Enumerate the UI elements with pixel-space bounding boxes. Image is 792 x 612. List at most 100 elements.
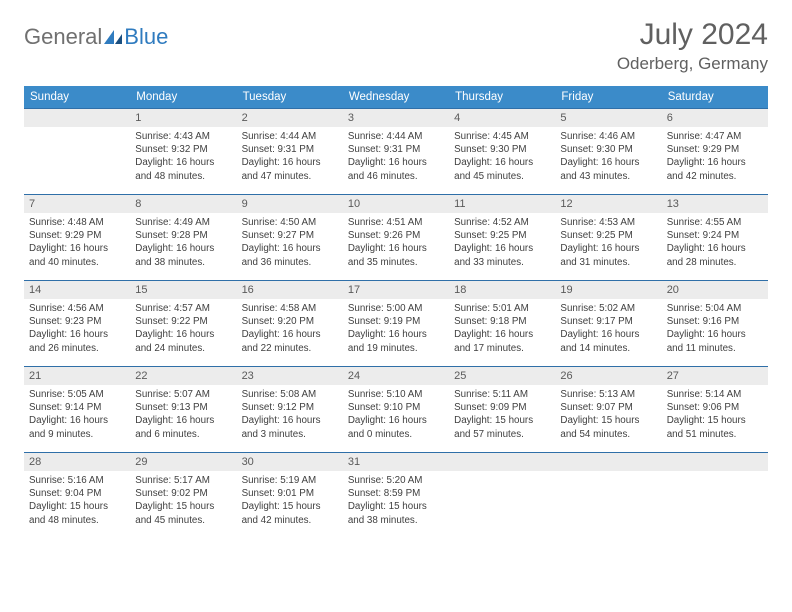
day-ss: Sunset: 9:27 PM — [242, 229, 338, 242]
day-d2: and 9 minutes. — [29, 428, 125, 441]
day-ss: Sunset: 9:29 PM — [667, 143, 763, 156]
day-details — [662, 471, 768, 521]
day-number: 4 — [449, 109, 555, 127]
day-number: 31 — [343, 453, 449, 471]
day-number: 29 — [130, 453, 236, 471]
calendar-day-cell — [449, 453, 555, 539]
day-sr: Sunrise: 4:57 AM — [135, 302, 231, 315]
day-d1: Daylight: 16 hours — [29, 242, 125, 255]
day-ss: Sunset: 8:59 PM — [348, 487, 444, 500]
day-details: Sunrise: 5:14 AMSunset: 9:06 PMDaylight:… — [662, 385, 768, 445]
day-d1: Daylight: 15 hours — [454, 414, 550, 427]
day-ss: Sunset: 9:20 PM — [242, 315, 338, 328]
day-ss: Sunset: 9:22 PM — [135, 315, 231, 328]
calendar-day-cell: 20Sunrise: 5:04 AMSunset: 9:16 PMDayligh… — [662, 281, 768, 367]
day-details: Sunrise: 5:20 AMSunset: 8:59 PMDaylight:… — [343, 471, 449, 531]
day-d2: and 11 minutes. — [667, 342, 763, 355]
day-d2: and 35 minutes. — [348, 256, 444, 269]
day-d1: Daylight: 15 hours — [135, 500, 231, 513]
calendar-day-cell: 16Sunrise: 4:58 AMSunset: 9:20 PMDayligh… — [237, 281, 343, 367]
calendar-day-cell: 11Sunrise: 4:52 AMSunset: 9:25 PMDayligh… — [449, 195, 555, 281]
day-details: Sunrise: 4:45 AMSunset: 9:30 PMDaylight:… — [449, 127, 555, 187]
day-ss: Sunset: 9:25 PM — [454, 229, 550, 242]
day-d1: Daylight: 16 hours — [242, 242, 338, 255]
calendar-day-cell: 3Sunrise: 4:44 AMSunset: 9:31 PMDaylight… — [343, 109, 449, 195]
day-ss: Sunset: 9:32 PM — [135, 143, 231, 156]
day-sr: Sunrise: 5:02 AM — [560, 302, 656, 315]
calendar-day-cell: 14Sunrise: 4:56 AMSunset: 9:23 PMDayligh… — [24, 281, 130, 367]
calendar-day-cell: 8Sunrise: 4:49 AMSunset: 9:28 PMDaylight… — [130, 195, 236, 281]
day-number: 3 — [343, 109, 449, 127]
day-ss: Sunset: 9:18 PM — [454, 315, 550, 328]
day-ss: Sunset: 9:14 PM — [29, 401, 125, 414]
day-details: Sunrise: 5:08 AMSunset: 9:12 PMDaylight:… — [237, 385, 343, 445]
day-details: Sunrise: 5:04 AMSunset: 9:16 PMDaylight:… — [662, 299, 768, 359]
day-d2: and 22 minutes. — [242, 342, 338, 355]
calendar-day-cell: 23Sunrise: 5:08 AMSunset: 9:12 PMDayligh… — [237, 367, 343, 453]
weekday-header: Wednesday — [343, 86, 449, 109]
day-sr: Sunrise: 5:04 AM — [667, 302, 763, 315]
day-details: Sunrise: 4:43 AMSunset: 9:32 PMDaylight:… — [130, 127, 236, 187]
day-details: Sunrise: 5:19 AMSunset: 9:01 PMDaylight:… — [237, 471, 343, 531]
day-sr: Sunrise: 4:56 AM — [29, 302, 125, 315]
day-details — [24, 127, 130, 177]
day-details: Sunrise: 4:48 AMSunset: 9:29 PMDaylight:… — [24, 213, 130, 273]
day-ss: Sunset: 9:04 PM — [29, 487, 125, 500]
day-number: 14 — [24, 281, 130, 299]
day-number: 25 — [449, 367, 555, 385]
calendar-day-cell: 19Sunrise: 5:02 AMSunset: 9:17 PMDayligh… — [555, 281, 661, 367]
calendar-day-cell: 30Sunrise: 5:19 AMSunset: 9:01 PMDayligh… — [237, 453, 343, 539]
day-sr: Sunrise: 4:48 AM — [29, 216, 125, 229]
calendar-day-cell: 5Sunrise: 4:46 AMSunset: 9:30 PMDaylight… — [555, 109, 661, 195]
day-d1: Daylight: 16 hours — [348, 156, 444, 169]
day-d2: and 6 minutes. — [135, 428, 231, 441]
day-number: 12 — [555, 195, 661, 213]
day-number: 1 — [130, 109, 236, 127]
day-sr: Sunrise: 5:17 AM — [135, 474, 231, 487]
day-sr: Sunrise: 4:58 AM — [242, 302, 338, 315]
day-d1: Daylight: 16 hours — [29, 414, 125, 427]
day-ss: Sunset: 9:19 PM — [348, 315, 444, 328]
day-ss: Sunset: 9:30 PM — [454, 143, 550, 156]
day-d2: and 43 minutes. — [560, 170, 656, 183]
calendar-day-cell: 7Sunrise: 4:48 AMSunset: 9:29 PMDaylight… — [24, 195, 130, 281]
day-number: 9 — [237, 195, 343, 213]
day-sr: Sunrise: 5:16 AM — [29, 474, 125, 487]
day-sr: Sunrise: 5:19 AM — [242, 474, 338, 487]
weekday-header: Friday — [555, 86, 661, 109]
brand-word2: Blue — [124, 24, 168, 50]
day-ss: Sunset: 9:31 PM — [242, 143, 338, 156]
day-ss: Sunset: 9:13 PM — [135, 401, 231, 414]
day-number: 22 — [130, 367, 236, 385]
day-details: Sunrise: 5:10 AMSunset: 9:10 PMDaylight:… — [343, 385, 449, 445]
calendar-week: 14Sunrise: 4:56 AMSunset: 9:23 PMDayligh… — [24, 281, 768, 367]
day-d1: Daylight: 16 hours — [135, 156, 231, 169]
day-d2: and 42 minutes. — [667, 170, 763, 183]
day-sr: Sunrise: 5:13 AM — [560, 388, 656, 401]
calendar-week: 7Sunrise: 4:48 AMSunset: 9:29 PMDaylight… — [24, 195, 768, 281]
day-details: Sunrise: 5:01 AMSunset: 9:18 PMDaylight:… — [449, 299, 555, 359]
day-d2: and 48 minutes. — [29, 514, 125, 527]
day-d1: Daylight: 15 hours — [667, 414, 763, 427]
day-d2: and 45 minutes. — [135, 514, 231, 527]
day-ss: Sunset: 9:24 PM — [667, 229, 763, 242]
day-d1: Daylight: 16 hours — [348, 242, 444, 255]
day-d1: Daylight: 16 hours — [560, 242, 656, 255]
day-details: Sunrise: 4:44 AMSunset: 9:31 PMDaylight:… — [343, 127, 449, 187]
day-sr: Sunrise: 5:05 AM — [29, 388, 125, 401]
calendar-week: 28Sunrise: 5:16 AMSunset: 9:04 PMDayligh… — [24, 453, 768, 539]
day-number — [555, 453, 661, 471]
day-d1: Daylight: 16 hours — [135, 328, 231, 341]
calendar-day-cell: 21Sunrise: 5:05 AMSunset: 9:14 PMDayligh… — [24, 367, 130, 453]
day-d2: and 57 minutes. — [454, 428, 550, 441]
calendar-body: 1Sunrise: 4:43 AMSunset: 9:32 PMDaylight… — [24, 109, 768, 539]
calendar-day-cell: 4Sunrise: 4:45 AMSunset: 9:30 PMDaylight… — [449, 109, 555, 195]
calendar-day-cell: 17Sunrise: 5:00 AMSunset: 9:19 PMDayligh… — [343, 281, 449, 367]
weekday-header: Thursday — [449, 86, 555, 109]
day-d1: Daylight: 16 hours — [454, 242, 550, 255]
day-d2: and 51 minutes. — [667, 428, 763, 441]
day-details: Sunrise: 5:16 AMSunset: 9:04 PMDaylight:… — [24, 471, 130, 531]
day-d2: and 3 minutes. — [242, 428, 338, 441]
day-details: Sunrise: 5:11 AMSunset: 9:09 PMDaylight:… — [449, 385, 555, 445]
day-d2: and 36 minutes. — [242, 256, 338, 269]
